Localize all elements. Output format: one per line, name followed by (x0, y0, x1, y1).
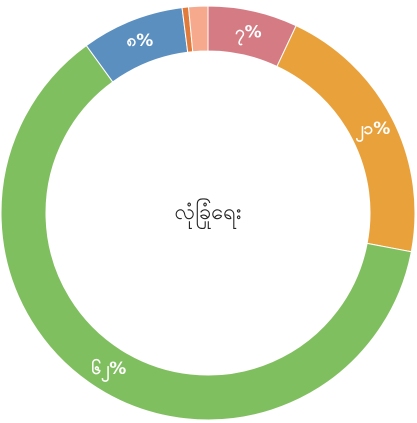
center-label: လုံခြုံရေး (175, 198, 242, 229)
donut-slice (0, 44, 412, 421)
slice-label: ၆၂% (91, 357, 126, 383)
slice-label: ၂၁% (355, 119, 390, 143)
slice-label: ၇% (235, 22, 262, 46)
donut-slice (187, 5, 209, 53)
donut-slice (276, 25, 416, 253)
slice-label: ၈% (127, 31, 154, 51)
